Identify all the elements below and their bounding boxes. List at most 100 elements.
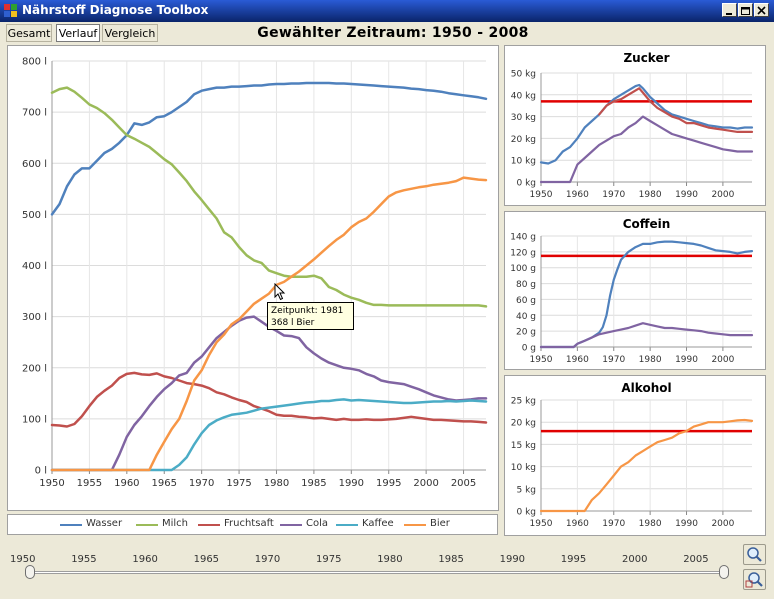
slider-start-handle[interactable]: [25, 565, 35, 579]
y-tick-label: 50 kg: [511, 70, 536, 80]
legend-label: Fruchtsaft: [224, 518, 274, 529]
y-tick-label: 600 l: [22, 159, 47, 170]
x-tick-label: 1990: [675, 190, 698, 200]
alkohol-chart-panel: Alkohol 0 kg 5 kg 10 kg 15 kg 20 kg 25 kg 1950 1…: [504, 375, 766, 536]
x-tick-label: 1960: [114, 478, 139, 489]
x-tick-label: 1965: [152, 478, 177, 489]
y-tick-label: 20 kg: [511, 419, 536, 429]
series-line-1: [539, 322, 754, 349]
y-tick-label: 80 g: [516, 280, 536, 290]
x-tick-label: 1990: [675, 519, 698, 529]
series-line-wasser: [50, 81, 488, 216]
maximize-icon: [741, 7, 750, 15]
x-tick-label: 1970: [602, 355, 625, 365]
y-tick-label: 0 kg: [516, 508, 536, 518]
y-tick-label: 500 l: [22, 210, 47, 221]
tab-verlauf[interactable]: Verlauf: [56, 24, 100, 42]
series-line-2: [539, 115, 754, 184]
legend-swatch: [336, 524, 358, 526]
close-button[interactable]: [754, 3, 769, 17]
x-tick-label: 1990: [339, 478, 364, 489]
y-tick-label: 0 l: [35, 466, 47, 477]
y-tick-label: 100 g: [510, 264, 536, 274]
slider-tick-label: 1995: [560, 554, 587, 565]
slider-tick-label: 1955: [71, 554, 97, 565]
zoom-in-icon: [747, 547, 762, 562]
y-tick-label: 100 l: [22, 414, 47, 425]
app-icon: [4, 4, 17, 17]
minimize-icon: [726, 13, 732, 15]
chart-title: Coffein: [623, 217, 671, 231]
y-tick-label: 0 g: [522, 344, 536, 354]
series-line-milch: [50, 86, 488, 308]
y-tick-label: 800 l: [22, 57, 47, 68]
x-tick-label: 1950: [39, 478, 64, 489]
slider-tick-label: 2005: [683, 554, 709, 565]
y-tick-label: 40 g: [516, 312, 536, 322]
slider-track[interactable]: [30, 571, 728, 574]
series-line-bier: [50, 176, 488, 472]
y-tick-label: 30 kg: [511, 113, 536, 123]
time-range-slider: 1950 1955 1960 1965 1970 1975 1980 1985 1990 1995…: [0, 545, 740, 585]
main-chart-panel: 0 l 100 l 200 l 300 l 400 l 500 l 600 l 700 l 80…: [7, 45, 499, 511]
zoom-fit-icon: [745, 572, 763, 588]
x-tick-label: 1995: [376, 478, 401, 489]
x-tick-label: 1950: [530, 519, 553, 529]
y-tick-label: 40 kg: [511, 91, 536, 101]
chart-title: Zucker: [623, 51, 669, 65]
y-tick-label: 300 l: [22, 312, 47, 323]
alkohol-line-chart[interactable]: Alkohol 0 kg 5 kg 10 kg 15 kg 20 kg 25 kg 1950 1…: [505, 376, 765, 535]
slider-tick-label: 1990: [499, 554, 526, 565]
slider-tick-label: 2000: [622, 554, 648, 565]
series-line-cola: [50, 315, 488, 472]
legend-label: Bier: [430, 518, 450, 529]
zucker-line-chart[interactable]: Zucker 0 kg 10 kg 20 kg 30 kg 40 kg 50 kg 1950 1…: [505, 46, 765, 205]
x-tick-label: 1970: [602, 519, 625, 529]
cursor-icon: [274, 283, 286, 301]
x-tick-label: 1960: [566, 190, 589, 200]
legend-swatch: [280, 524, 302, 526]
maximize-button[interactable]: [738, 3, 753, 17]
series-line-0: [539, 418, 754, 513]
tooltip-line-1: Zeitpunkt: 1981: [271, 306, 344, 316]
x-tick-label: 2005: [451, 478, 476, 489]
title-bar: Nährstoff Diagnose Toolbox: [0, 0, 774, 22]
legend-swatch: [404, 524, 426, 526]
slider-tick-label: 1985: [438, 554, 464, 565]
window-title: Nährstoff Diagnose Toolbox: [22, 3, 209, 17]
legend-label: Wasser: [86, 518, 123, 529]
chart-title: Alkohol: [621, 381, 671, 395]
tooltip-line-2: 368 l Bier: [271, 318, 315, 328]
zoom-in-button[interactable]: [743, 544, 766, 565]
x-tick-label: 1985: [301, 478, 326, 489]
y-tick-label: 60 g: [516, 296, 536, 306]
legend-swatch: [136, 524, 158, 526]
main-line-chart[interactable]: 0 l 100 l 200 l 300 l 400 l 500 l 600 l 700 l 80…: [8, 46, 498, 510]
x-tick-label: 2000: [711, 355, 734, 365]
x-tick-label: 2000: [413, 478, 438, 489]
legend-swatch: [198, 524, 220, 526]
x-tick-label: 1950: [530, 190, 553, 200]
y-tick-label: 20 g: [516, 328, 536, 338]
legend-swatch: [60, 524, 82, 526]
y-tick-label: 120 g: [510, 248, 536, 258]
x-tick-label: 1990: [675, 355, 698, 365]
slider-end-handle[interactable]: [719, 565, 729, 579]
coffein-line-chart[interactable]: Coffein 0 g 20 g 40 g 60 g 80 g 100 g 120 g 140 …: [505, 212, 765, 369]
y-tick-label: 200 l: [22, 363, 47, 374]
y-tick-label: 140 g: [510, 233, 536, 243]
coffein-chart-panel: Coffein 0 g 20 g 40 g 60 g 80 g 100 g 120 g 140 …: [504, 211, 766, 370]
tab-vergleich[interactable]: Vergleich: [102, 24, 158, 42]
zucker-chart-panel: Zucker 0 kg 10 kg 20 kg 30 kg 40 kg 50 kg 1950 1…: [504, 45, 766, 206]
x-tick-label: 2000: [711, 190, 734, 200]
tab-gesamt[interactable]: Gesamt: [6, 24, 52, 42]
x-tick-label: 1975: [226, 478, 251, 489]
minimize-button[interactable]: [722, 3, 737, 17]
y-tick-label: 700 l: [22, 108, 47, 119]
y-tick-label: 5 kg: [516, 485, 536, 495]
x-tick-label: 1960: [566, 355, 589, 365]
zoom-fit-button[interactable]: [743, 569, 766, 590]
slider-tick-label: 1950: [10, 554, 36, 565]
x-tick-label: 2000: [711, 519, 734, 529]
